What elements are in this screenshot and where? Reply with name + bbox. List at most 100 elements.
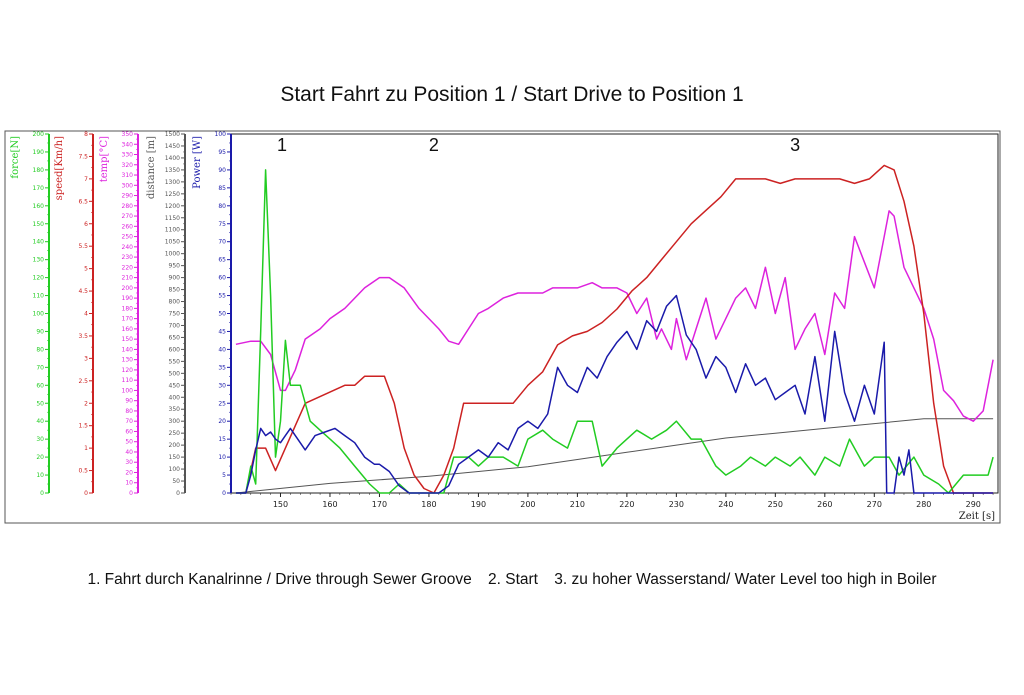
axis-tick-label-force: 160 <box>33 203 45 210</box>
x-axis-label: Zeit [s] <box>959 511 995 522</box>
x-tick-label: 210 <box>570 500 585 509</box>
axis-tick-label-power: 55 <box>218 293 226 300</box>
axis-tick-label-temp: 120 <box>122 367 134 374</box>
axis-tick-label-temp: 350 <box>122 131 134 138</box>
axis-tick-label-speed: 3.5 <box>78 333 88 340</box>
axis-tick-label-power: 15 <box>218 436 226 443</box>
x-tick-label: 220 <box>619 500 634 509</box>
axis-tick-label-temp: 330 <box>122 152 134 159</box>
axis-tick-label-temp: 90 <box>125 398 133 405</box>
axis-tick-label-distance: 750 <box>169 311 181 318</box>
axis-tick-label-force: 10 <box>36 472 44 479</box>
axis-tick-label-temp: 200 <box>122 285 134 292</box>
axis-tick-label-speed: 4.5 <box>78 288 88 295</box>
axis-label-force: force[N] <box>10 136 21 179</box>
axis-tick-label-power: 85 <box>218 185 226 192</box>
axis-tick-label-speed: 2.5 <box>78 378 88 385</box>
axis-tick-label-distance: 1150 <box>165 215 180 222</box>
axis-tick-label-force: 180 <box>33 167 45 174</box>
axis-tick-label-temp: 270 <box>122 213 134 220</box>
axis-tick-label-distance: 1350 <box>165 167 180 174</box>
axis-tick-label-temp: 110 <box>122 377 134 384</box>
axis-tick-label-distance: 450 <box>169 382 181 389</box>
axis-tick-label-power: 20 <box>218 418 226 425</box>
axis-tick-label-power: 60 <box>218 275 226 282</box>
axis-tick-label-distance: 1400 <box>165 155 180 162</box>
axis-label-power: Power [W] <box>192 136 203 189</box>
annotation-2: 2 <box>429 135 439 155</box>
axis-tick-label-distance: 800 <box>169 299 181 306</box>
axis-tick-label-distance: 900 <box>169 275 181 282</box>
axis-tick-label-power: 5 <box>222 472 226 479</box>
x-tick-label: 150 <box>273 500 288 509</box>
axis-tick-label-speed: 1 <box>84 445 88 452</box>
axis-tick-label-speed: 8 <box>84 131 88 138</box>
axis-tick-label-temp: 290 <box>122 193 134 200</box>
axis-tick-label-power: 35 <box>218 364 226 371</box>
axis-tick-label-distance: 1450 <box>165 143 180 150</box>
x-tick-label: 250 <box>768 500 783 509</box>
axis-tick-label-temp: 300 <box>122 182 134 189</box>
axis-tick-label-distance: 950 <box>169 263 181 270</box>
axis-tick-label-temp: 20 <box>125 469 133 476</box>
axis-tick-label-speed: 0.5 <box>78 468 88 475</box>
x-tick-label: 280 <box>916 500 931 509</box>
axis-tick-label-temp: 320 <box>122 162 134 169</box>
axis-tick-label-distance: 850 <box>169 287 181 294</box>
axis-tick-label-distance: 1250 <box>165 191 180 198</box>
x-tick-label: 230 <box>669 500 684 509</box>
axis-tick-label-speed: 6 <box>84 221 88 228</box>
axis-tick-label-speed: 7.5 <box>78 153 88 160</box>
axis-tick-label-power: 75 <box>218 221 226 228</box>
axis-tick-label-speed: 0 <box>84 490 88 497</box>
axis-tick-label-temp: 50 <box>125 439 133 446</box>
axis-tick-label-force: 30 <box>36 436 44 443</box>
axis-tick-label-force: 60 <box>36 382 44 389</box>
axis-tick-label-speed: 5.5 <box>78 243 88 250</box>
axis-tick-label-distance: 1200 <box>165 203 180 210</box>
axis-tick-label-force: 140 <box>33 239 45 246</box>
axis-tick-label-force: 120 <box>33 275 45 282</box>
axis-tick-label-power: 45 <box>218 328 226 335</box>
axis-tick-label-speed: 3 <box>84 355 88 362</box>
axis-tick-label-temp: 210 <box>122 275 134 282</box>
axis-tick-label-speed: 7 <box>84 176 88 183</box>
axis-tick-label-power: 70 <box>218 239 226 246</box>
axis-tick-label-force: 20 <box>36 454 44 461</box>
axis-tick-label-distance: 200 <box>169 442 181 449</box>
axis-tick-label-power: 80 <box>218 203 226 210</box>
axis-tick-label-temp: 240 <box>122 244 134 251</box>
axis-tick-label-distance: 300 <box>169 418 181 425</box>
axis-tick-label-force: 200 <box>33 131 45 138</box>
axis-tick-label-force: 150 <box>33 221 45 228</box>
x-tick-label: 240 <box>718 500 733 509</box>
axis-tick-label-temp: 60 <box>125 428 133 435</box>
axis-tick-label-speed: 5 <box>84 266 88 273</box>
axis-tick-label-temp: 130 <box>122 357 134 364</box>
axis-tick-label-speed: 1.5 <box>78 423 88 430</box>
axis-tick-label-distance: 400 <box>169 394 181 401</box>
axis-tick-label-distance: 700 <box>169 322 181 329</box>
axis-tick-label-temp: 230 <box>122 254 134 261</box>
axis-tick-label-power: 90 <box>218 167 226 174</box>
axis-tick-label-temp: 10 <box>125 480 133 487</box>
axis-tick-label-distance: 150 <box>169 454 181 461</box>
x-tick-label: 170 <box>372 500 387 509</box>
x-tick-label: 290 <box>966 500 981 509</box>
axis-tick-label-temp: 160 <box>122 326 134 333</box>
axis-tick-label-speed: 2 <box>84 400 88 407</box>
axis-tick-label-temp: 100 <box>122 387 134 394</box>
axis-tick-label-temp: 170 <box>122 316 134 323</box>
axis-tick-label-distance: 600 <box>169 346 181 353</box>
axis-label-distance: distance [m] <box>146 136 157 199</box>
caption-3: 3. zu hoher Wasserstand/ Water Level too… <box>554 571 937 588</box>
axis-tick-label-force: 80 <box>36 346 44 353</box>
axis-tick-label-distance: 100 <box>169 466 181 473</box>
x-tick-label: 190 <box>471 500 486 509</box>
series-line-force <box>235 169 994 494</box>
axis-tick-label-force: 190 <box>33 149 45 156</box>
axis-tick-label-force: 170 <box>33 185 45 192</box>
axis-tick-label-temp: 40 <box>125 449 133 456</box>
axis-tick-label-temp: 310 <box>122 172 134 179</box>
